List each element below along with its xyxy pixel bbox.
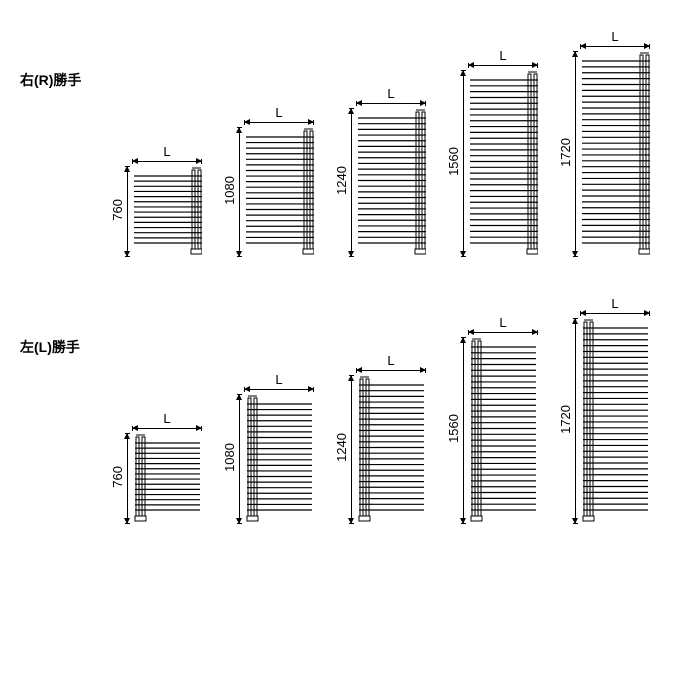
units-container: 760 L 1080 L 1240 L 1560 L 1720 L [110,30,650,257]
radiator-drawing [468,337,538,524]
radiator-drawing [356,108,426,257]
radiator-column: L [468,316,538,524]
radiator-column: L [244,373,314,524]
height-dimension: 1720 [558,302,578,524]
radiator-drawing [132,166,202,257]
height-dimension: 1560 [446,321,466,524]
width-label: L [611,30,618,43]
width-dimension: L [580,30,650,49]
row-label: 右(R)勝手 [20,70,110,90]
width-dimension: L [244,373,314,392]
radiator-drawing [468,70,538,257]
radiator-column: L [580,297,650,524]
width-dimension: L [580,297,650,316]
height-value: 760 [110,199,125,221]
height-dimension: 1560 [446,54,466,257]
row: 右(R)勝手 760 L 1080 L 1240 L 1560 L 1720 L [20,30,680,257]
width-label: L [163,145,170,158]
height-dimension: 1080 [222,111,242,257]
height-value: 1560 [446,414,461,443]
height-value: 1080 [222,176,237,205]
width-dimension: L [132,412,202,431]
radiator-drawing [580,318,650,524]
width-dimension: L [468,49,538,68]
width-label: L [499,316,506,329]
height-value: 1240 [334,166,349,195]
width-dimension: L [468,316,538,335]
radiator-column: L [580,30,650,257]
radiator-drawing [580,51,650,257]
width-dimension: L [356,87,426,106]
height-dimension: 1240 [334,359,354,524]
height-value: 1240 [334,433,349,462]
width-label: L [275,106,282,119]
height-value: 1080 [222,443,237,472]
width-label: L [275,373,282,386]
width-label: L [499,49,506,62]
width-dimension: L [132,145,202,164]
width-dimension: L [244,106,314,125]
radiator-column: L [356,87,426,257]
radiator-drawing [244,394,314,524]
height-value: 1560 [446,147,461,176]
radiator-column: L [244,106,314,257]
radiator-unit: 1240 L [334,354,426,524]
radiator-unit: 1560 L [446,316,538,524]
radiator-column: L [468,49,538,257]
width-label: L [387,87,394,100]
row: 左(L)勝手 760 L 1080 L 1240 L 1560 L 1720 L [20,297,680,524]
height-dimension: 1240 [334,92,354,257]
radiator-unit: 1080 L [222,106,314,257]
row-label: 左(L)勝手 [20,337,110,357]
radiator-unit: 1080 L [222,373,314,524]
radiator-drawing [244,127,314,257]
height-value: 1720 [558,138,573,167]
height-dimension: 760 [110,150,130,257]
radiator-unit: 1720 L [558,297,650,524]
radiator-drawing [356,375,426,524]
radiator-unit: 1240 L [334,87,426,257]
radiator-column: L [356,354,426,524]
height-dimension: 760 [110,417,130,524]
width-label: L [611,297,618,310]
radiator-unit: 760 L [110,412,202,524]
radiator-unit: 1720 L [558,30,650,257]
units-container: 760 L 1080 L 1240 L 1560 L 1720 L [110,297,650,524]
height-value: 1720 [558,405,573,434]
width-label: L [163,412,170,425]
width-label: L [387,354,394,367]
width-dimension: L [356,354,426,373]
radiator-column: L [132,145,202,257]
radiator-drawing [132,433,202,524]
radiator-column: L [132,412,202,524]
height-value: 760 [110,466,125,488]
radiator-unit: 1560 L [446,49,538,257]
height-dimension: 1720 [558,35,578,257]
height-dimension: 1080 [222,378,242,524]
radiator-unit: 760 L [110,145,202,257]
